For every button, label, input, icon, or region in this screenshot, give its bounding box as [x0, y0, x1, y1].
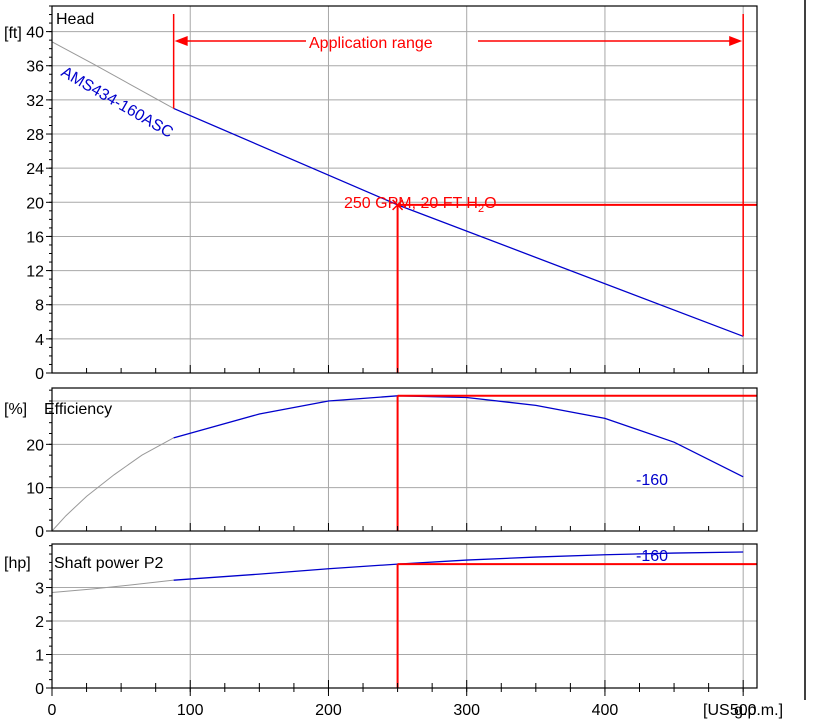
y-tick-label: 36 [26, 59, 44, 76]
efficiency-title: Efficiency [44, 401, 112, 418]
y-tick-label: 32 [26, 93, 44, 110]
power-curve-label: -160 [636, 548, 668, 565]
y-tick-label: 16 [26, 229, 44, 246]
x-tick-label: 100 [177, 702, 204, 719]
duty-point-label: 250 GPM, 20 FT H2O [344, 195, 497, 215]
panel-frame [51, 387, 758, 532]
curve-extension [51, 579, 174, 594]
x-tick-label: 400 [592, 702, 619, 719]
power-unit-label: [hp] [4, 555, 31, 572]
efficiency-curve-label: -160 [636, 472, 668, 489]
y-tick-label: 3 [35, 581, 44, 598]
head-title: Head [56, 11, 94, 28]
head-unit-label: [ft] [4, 25, 22, 42]
power-title: Shaft power P2 [54, 555, 164, 572]
panel-frame [51, 543, 758, 689]
performance-curve [173, 395, 744, 478]
y-tick-label: 0 [35, 366, 44, 383]
head-curve-label: AMS434-160ASC [58, 64, 176, 142]
application-range-arrow-right [729, 36, 743, 46]
duty-point-label-tail: O [484, 195, 496, 212]
x-tick-label: 300 [453, 702, 480, 719]
y-tick-label: 28 [26, 127, 44, 144]
y-tick-label: 8 [35, 298, 44, 315]
frame-layer [46, 0, 806, 700]
panel-frame [51, 5, 758, 374]
curve-extension [51, 437, 174, 532]
y-tick-label: 0 [35, 681, 44, 698]
y-tick-label: 1 [35, 648, 44, 665]
x-tick-label: 500 [730, 702, 757, 719]
curve-extension [51, 41, 174, 109]
curve-extension-layer [51, 41, 174, 594]
y-tick-label: 20 [26, 437, 44, 454]
duty-point-label-main: 250 GPM, 20 FT H [344, 195, 478, 212]
text-layer: [ft] Head [%] Efficiency [hp] Shaft powe… [4, 11, 783, 719]
y-tick-label: 4 [35, 332, 44, 349]
performance-curve [173, 107, 744, 337]
x-tick-label: 200 [315, 702, 342, 719]
application-range-label: Application range [309, 35, 433, 52]
y-tick-label: 40 [26, 25, 44, 42]
y-tick-label: 24 [26, 161, 44, 178]
efficiency-unit-label: [%] [4, 401, 27, 418]
x-axis-unit-label: [US g.p.m.] [703, 702, 783, 719]
duty-point-label-subscript: 2 [478, 203, 484, 215]
y-tick-label: 10 [26, 481, 44, 498]
duty-point-layer [172, 14, 757, 688]
y-tick-label: 20 [26, 195, 44, 212]
curve-layer [173, 107, 744, 581]
y-tick-label: 2 [35, 614, 44, 631]
y-tick-label: 12 [26, 264, 44, 281]
performance-curve [173, 551, 744, 581]
y-tick-label: 0 [35, 524, 44, 541]
application-range-arrow-left [174, 36, 188, 46]
duty-point-marker [392, 199, 404, 211]
x-tick-label: 0 [48, 702, 57, 719]
grid-layer [52, 6, 757, 688]
